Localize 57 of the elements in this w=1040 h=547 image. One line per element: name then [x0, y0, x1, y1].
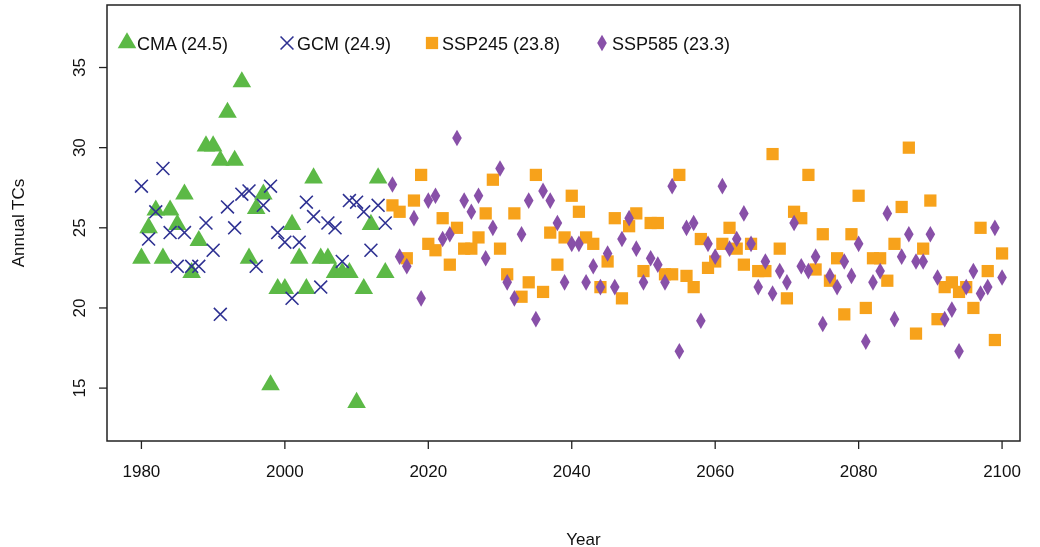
- legend-label: SSP585 (23.3): [612, 34, 731, 54]
- point: [227, 220, 242, 236]
- y-tick-label: 35: [70, 58, 89, 77]
- point: [335, 254, 350, 269]
- point: [299, 194, 314, 210]
- point: [289, 247, 309, 264]
- point: [189, 229, 209, 247]
- y-tick-label: 20: [70, 298, 89, 318]
- point: [155, 161, 171, 176]
- point: [342, 193, 357, 208]
- point: [134, 178, 149, 194]
- point: [205, 243, 221, 258]
- point: [363, 243, 379, 258]
- point: [320, 215, 336, 231]
- point: [191, 259, 207, 274]
- y-tick-label: 15: [70, 378, 89, 398]
- point: [239, 247, 259, 264]
- point: [375, 261, 395, 279]
- point: [354, 277, 374, 295]
- point: [263, 178, 278, 194]
- legend-label: GCM (24.9): [297, 34, 392, 54]
- x-tick-label: 1980: [122, 462, 161, 481]
- x-tick-label: 2080: [839, 462, 878, 481]
- point: [256, 198, 271, 213]
- x-tick-label: 2000: [265, 462, 304, 481]
- point: [349, 194, 364, 210]
- point: [220, 199, 235, 215]
- y-axis-title: Annual TCs: [9, 178, 28, 268]
- y-tick-label: 30: [70, 138, 89, 158]
- legend-label: CMA (24.5): [137, 34, 229, 54]
- point: [370, 198, 386, 213]
- point: [241, 183, 257, 199]
- point: [234, 186, 250, 202]
- point: [270, 225, 285, 240]
- point: [297, 277, 316, 295]
- x-tick-label: 2020: [409, 462, 448, 481]
- point: [318, 247, 338, 264]
- x-tick-label: 2040: [552, 462, 591, 481]
- x-tick-label: 2060: [696, 462, 735, 481]
- point: [248, 259, 264, 274]
- point: [378, 215, 393, 231]
- y-tick-label: 25: [70, 218, 89, 238]
- point: [141, 231, 156, 247]
- point: [327, 220, 343, 236]
- point: [148, 204, 164, 220]
- point: [153, 247, 173, 264]
- point: [132, 247, 151, 264]
- legend-label: SSP245 (23.8): [442, 34, 561, 54]
- point: [347, 391, 366, 408]
- point: [356, 204, 371, 220]
- x-axis-title: Year: [566, 530, 602, 547]
- point: [198, 215, 214, 231]
- point: [139, 217, 158, 234]
- point: [261, 374, 280, 391]
- x-tick-label: 2100: [983, 462, 1021, 481]
- point: [306, 209, 321, 224]
- point: [313, 279, 328, 295]
